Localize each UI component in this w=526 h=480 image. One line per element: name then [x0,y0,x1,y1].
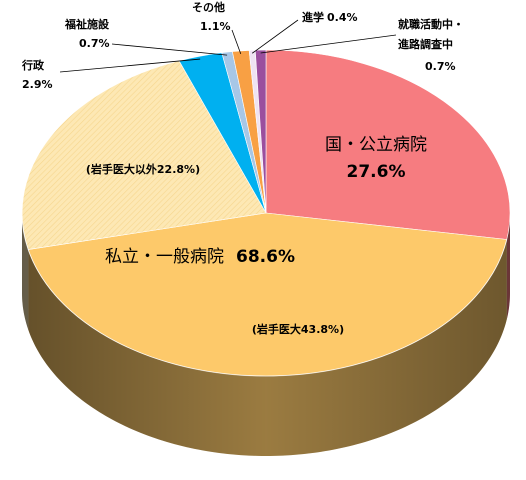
leader-lines [59,19,397,73]
bracket: ) [195,163,200,176]
pie-sides [22,213,510,456]
group-name: 私立・一般病院 [105,247,224,267]
value-label: 0.7% [425,60,456,73]
slice-label: 国・公立病院 [325,135,427,155]
slice-label: 福祉施設 [64,17,110,31]
group-value: 68.6% [236,247,295,267]
slice-label: 行政 [21,58,45,72]
leader-line [260,34,397,54]
leader-line [111,43,228,56]
value-label: 43.8% [301,323,339,336]
group-label: 私立・一般病院 68.6% [105,247,295,267]
bracket: ) [339,323,344,336]
category: 岩手医大以外 [90,162,157,176]
slice [265,49,511,240]
group-arc [21,54,508,377]
side-shade [22,213,510,456]
bracket: ( [86,163,91,176]
leader-line [59,58,201,73]
category: 岩手医大 [256,322,301,336]
category: 進学 [302,10,324,24]
leader-line [231,29,242,55]
bracket: ( [252,323,257,336]
value-label: 0.7% [79,37,110,50]
value-label: 1.1% [200,20,231,33]
value-label: 22.8% [157,163,195,176]
value-label: 2.9% [22,78,53,91]
slice-label: 進路調査中 [398,37,453,51]
labels: 国・公立病院 27.6% 私立・一般病院 68.6% (岩手医大43.8%) (岩… [21,0,464,336]
value-label: 27.6% [347,162,406,182]
slice-label: その他 [192,0,225,14]
value-label: 0.4% [327,11,358,24]
pie-tops [21,49,511,377]
slice [254,49,267,214]
leader-line [251,19,299,54]
slice-label: (岩手医大以外22.8%) [86,162,200,176]
slice-label: 就職活動中・ [398,17,464,31]
slice-label: (岩手医大43.8%) [252,322,344,336]
slice-label: 進学 0.4% [302,10,358,24]
